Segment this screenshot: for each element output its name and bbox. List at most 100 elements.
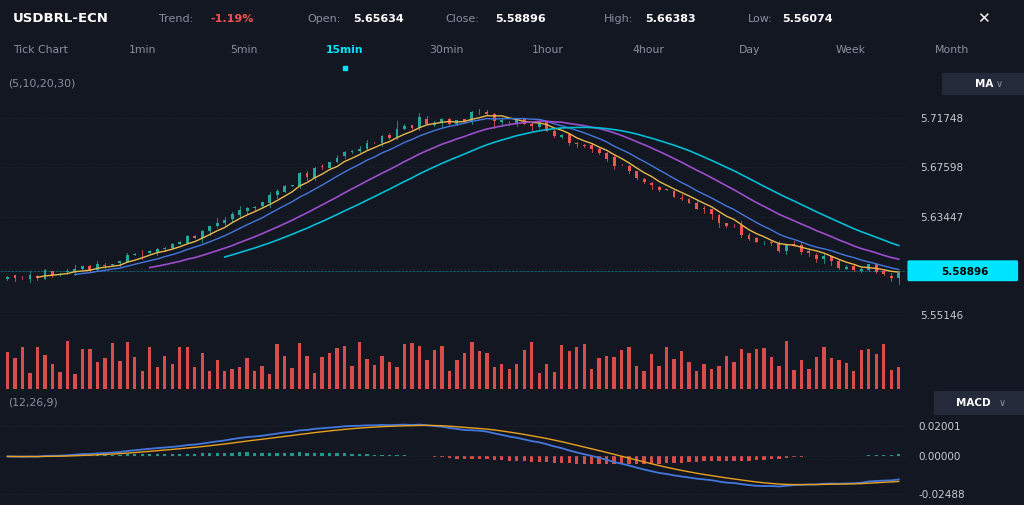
Bar [373, 366, 376, 389]
Bar [201, 353, 204, 389]
Bar [755, 349, 758, 389]
Text: -1.19%: -1.19% [210, 14, 253, 24]
Bar [96, 265, 98, 271]
Bar [553, 457, 556, 463]
Bar [148, 347, 152, 389]
Bar [291, 453, 294, 457]
Bar [253, 453, 256, 457]
Bar [777, 366, 780, 389]
Bar [822, 456, 825, 457]
Bar [275, 191, 279, 195]
Bar [103, 358, 106, 389]
Text: 5.55146: 5.55146 [921, 311, 964, 321]
Bar [321, 357, 324, 389]
Bar [20, 347, 25, 389]
Bar [178, 347, 181, 389]
Bar [628, 167, 631, 172]
Bar [560, 457, 563, 463]
Bar [380, 356, 384, 389]
Bar [81, 349, 84, 389]
Bar [748, 236, 751, 240]
Bar [620, 457, 624, 464]
Bar [388, 456, 391, 457]
Bar [680, 351, 683, 389]
Bar [643, 179, 645, 183]
Bar [163, 454, 167, 457]
Bar [612, 357, 615, 389]
Bar [822, 347, 825, 389]
Bar [508, 457, 511, 461]
Bar [148, 454, 152, 457]
Bar [867, 265, 870, 270]
Bar [411, 456, 414, 457]
Bar [620, 350, 624, 389]
Bar [770, 457, 773, 459]
Bar [357, 454, 361, 457]
Text: 5.65634: 5.65634 [353, 14, 404, 24]
Bar [859, 350, 863, 389]
Text: 5min: 5min [229, 45, 257, 55]
Bar [95, 455, 99, 457]
Bar [567, 457, 571, 464]
Bar [463, 120, 466, 122]
Bar [882, 455, 886, 457]
Bar [485, 457, 488, 459]
Bar [208, 227, 211, 231]
Bar [590, 457, 593, 464]
Bar [22, 278, 24, 279]
Bar [253, 372, 256, 389]
Bar [485, 113, 488, 115]
Bar [239, 211, 241, 215]
Bar [88, 456, 91, 457]
Bar [140, 454, 144, 457]
Bar [575, 143, 579, 145]
Bar [402, 344, 407, 389]
Bar [583, 344, 586, 389]
Bar [575, 457, 579, 464]
Bar [867, 349, 870, 389]
Bar [560, 135, 563, 137]
Bar [605, 356, 608, 389]
Bar [246, 359, 249, 389]
Bar [215, 453, 219, 457]
Bar [890, 455, 893, 457]
Bar [58, 274, 61, 275]
Bar [628, 457, 631, 464]
Text: 5.67598: 5.67598 [921, 163, 964, 173]
Bar [725, 357, 728, 389]
Bar [890, 276, 893, 278]
Bar [605, 154, 608, 160]
Bar [628, 347, 631, 389]
Bar [336, 159, 339, 163]
Bar [463, 457, 466, 459]
Bar [51, 272, 54, 275]
Bar [838, 360, 841, 389]
Bar [156, 367, 159, 389]
Bar [298, 452, 301, 457]
Bar [583, 145, 586, 147]
Bar [298, 344, 301, 389]
Bar [642, 371, 646, 389]
Bar [470, 342, 473, 389]
Bar [440, 346, 443, 389]
Bar [36, 347, 39, 389]
Bar [156, 454, 159, 457]
Bar [433, 350, 436, 389]
Bar [470, 113, 473, 122]
Bar [545, 364, 549, 389]
Bar [695, 457, 698, 462]
Bar [732, 363, 735, 389]
Bar [508, 122, 511, 123]
Text: Week: Week [836, 45, 866, 55]
Bar [118, 455, 122, 457]
Bar [538, 374, 541, 389]
Text: ✕: ✕ [977, 12, 989, 26]
Text: 30min: 30min [429, 45, 463, 55]
Bar [874, 455, 878, 457]
Bar [58, 373, 61, 389]
Bar [530, 343, 534, 389]
Bar [440, 120, 443, 123]
Text: 4hour: 4hour [633, 45, 665, 55]
Bar [508, 369, 511, 389]
Bar [366, 359, 369, 389]
